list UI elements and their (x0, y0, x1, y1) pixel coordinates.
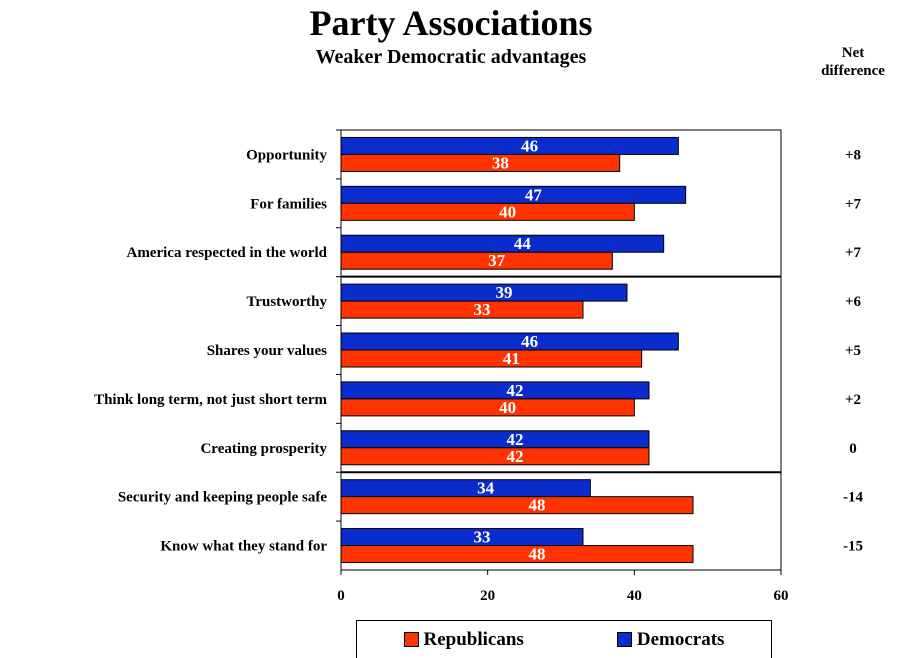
legend-item-democrats: Democrats (616, 628, 725, 651)
bar-democrats-america-respected-in-the-world (340, 234, 665, 253)
bar-democrats-know-what-they-stand-for (340, 528, 584, 547)
bar-democrats-think-long-term-not-just-short-term (340, 381, 650, 400)
bar-chart: 46 38 Opportunity +8 47 40 For families +7 44 37 A… (94, 129, 863, 604)
data-label-republicans-america-respected-in-the-world: 37 (488, 251, 506, 270)
bar-republicans-shares-your-values (340, 349, 643, 368)
x-tick-label-40: 40 (627, 588, 642, 604)
net-difference-security-and-keeping-people-safe: -14 (843, 490, 863, 506)
data-label-republicans-security-and-keeping-people-safe: 48 (529, 496, 546, 515)
data-label-democrats-america-respected-in-the-world: 44 (514, 234, 532, 253)
bars-group (340, 136, 694, 564)
net-difference-trustworthy: +6 (845, 294, 862, 310)
legend-label-democrats: Democrats (636, 628, 725, 650)
labels-group: 46 38 Opportunity +8 47 40 For families +7 44 37 A… (94, 129, 863, 604)
bar-republicans-security-and-keeping-people-safe (340, 496, 694, 515)
data-label-democrats-think-long-term-not-just-short-term: 42 (507, 381, 524, 400)
data-label-democrats-for-families: 47 (525, 185, 543, 204)
category-label-for-families: For families (250, 196, 327, 212)
data-label-democrats-shares-your-values: 46 (521, 332, 538, 351)
net-difference-america-respected-in-the-world: +7 (845, 245, 862, 261)
net-difference-header: Net difference (815, 44, 891, 80)
bar-republicans-trustworthy (340, 300, 584, 319)
category-label-america-respected-in-the-world: America respected in the world (126, 245, 327, 261)
category-label-shares-your-values: Shares your values (207, 343, 327, 359)
net-header-line-1: Net (841, 45, 865, 61)
data-label-republicans-know-what-they-stand-for: 48 (529, 545, 546, 564)
net-difference-shares-your-values: +5 (845, 343, 861, 359)
legend-item-republicans: Republicans (403, 628, 524, 651)
bar-republicans-america-respected-in-the-world (340, 251, 613, 270)
data-label-democrats-opportunity: 46 (521, 136, 538, 155)
legend-label-republicans: Republicans (423, 628, 524, 650)
category-label-trustworthy: Trustworthy (246, 294, 327, 310)
data-label-republicans-think-long-term-not-just-short-term: 40 (499, 398, 516, 417)
net-difference-opportunity: +8 (845, 147, 861, 163)
net-header-line-2: difference (821, 63, 885, 79)
x-tick-label-20: 20 (480, 588, 495, 604)
category-label-creating-prosperity: Creating prosperity (200, 441, 327, 457)
bar-democrats-creating-prosperity (340, 430, 650, 449)
bar-republicans-know-what-they-stand-for (340, 545, 694, 564)
data-label-republicans-opportunity: 38 (492, 153, 509, 172)
category-label-opportunity: Opportunity (246, 147, 327, 163)
data-label-democrats-creating-prosperity: 42 (507, 430, 524, 449)
data-label-democrats-know-what-they-stand-for: 33 (474, 528, 491, 547)
chart-title: Party Associations (309, 3, 593, 43)
net-difference-for-families: +7 (845, 196, 862, 212)
legend: Republicans Democrats (356, 620, 772, 658)
x-tick-label-60: 60 (774, 588, 789, 604)
bar-democrats-trustworthy (340, 283, 628, 302)
bar-republicans-think-long-term-not-just-short-term (340, 398, 635, 417)
bar-democrats-for-families (340, 185, 687, 204)
x-tick-label-0: 0 (337, 588, 345, 604)
legend-swatch-democrats (616, 632, 632, 647)
bar-republicans-for-families (340, 202, 635, 221)
category-label-security-and-keeping-people-safe: Security and keeping people safe (118, 490, 328, 506)
bar-republicans-creating-prosperity (340, 447, 650, 466)
legend-swatch-republicans (403, 632, 419, 647)
data-label-republicans-shares-your-values: 41 (503, 349, 520, 368)
data-label-republicans-creating-prosperity: 42 (507, 447, 524, 466)
category-label-think-long-term-not-just-short-term: Think long term, not just short term (94, 392, 327, 408)
data-label-democrats-security-and-keeping-people-safe: 34 (477, 479, 495, 498)
net-difference-know-what-they-stand-for: -15 (843, 539, 863, 555)
bar-democrats-security-and-keeping-people-safe (340, 479, 591, 498)
net-difference-think-long-term-not-just-short-term: +2 (845, 392, 861, 408)
category-label-know-what-they-stand-for: Know what they stand for (160, 539, 327, 555)
data-label-republicans-trustworthy: 33 (474, 300, 491, 319)
net-difference-creating-prosperity: 0 (849, 441, 857, 457)
data-label-republicans-for-families: 40 (499, 202, 516, 221)
bar-republicans-opportunity (340, 153, 621, 172)
data-label-democrats-trustworthy: 39 (496, 283, 513, 302)
chart-subtitle: Weaker Democratic advantages (315, 46, 587, 68)
bar-democrats-opportunity (340, 136, 679, 155)
bar-democrats-shares-your-values (340, 332, 679, 351)
